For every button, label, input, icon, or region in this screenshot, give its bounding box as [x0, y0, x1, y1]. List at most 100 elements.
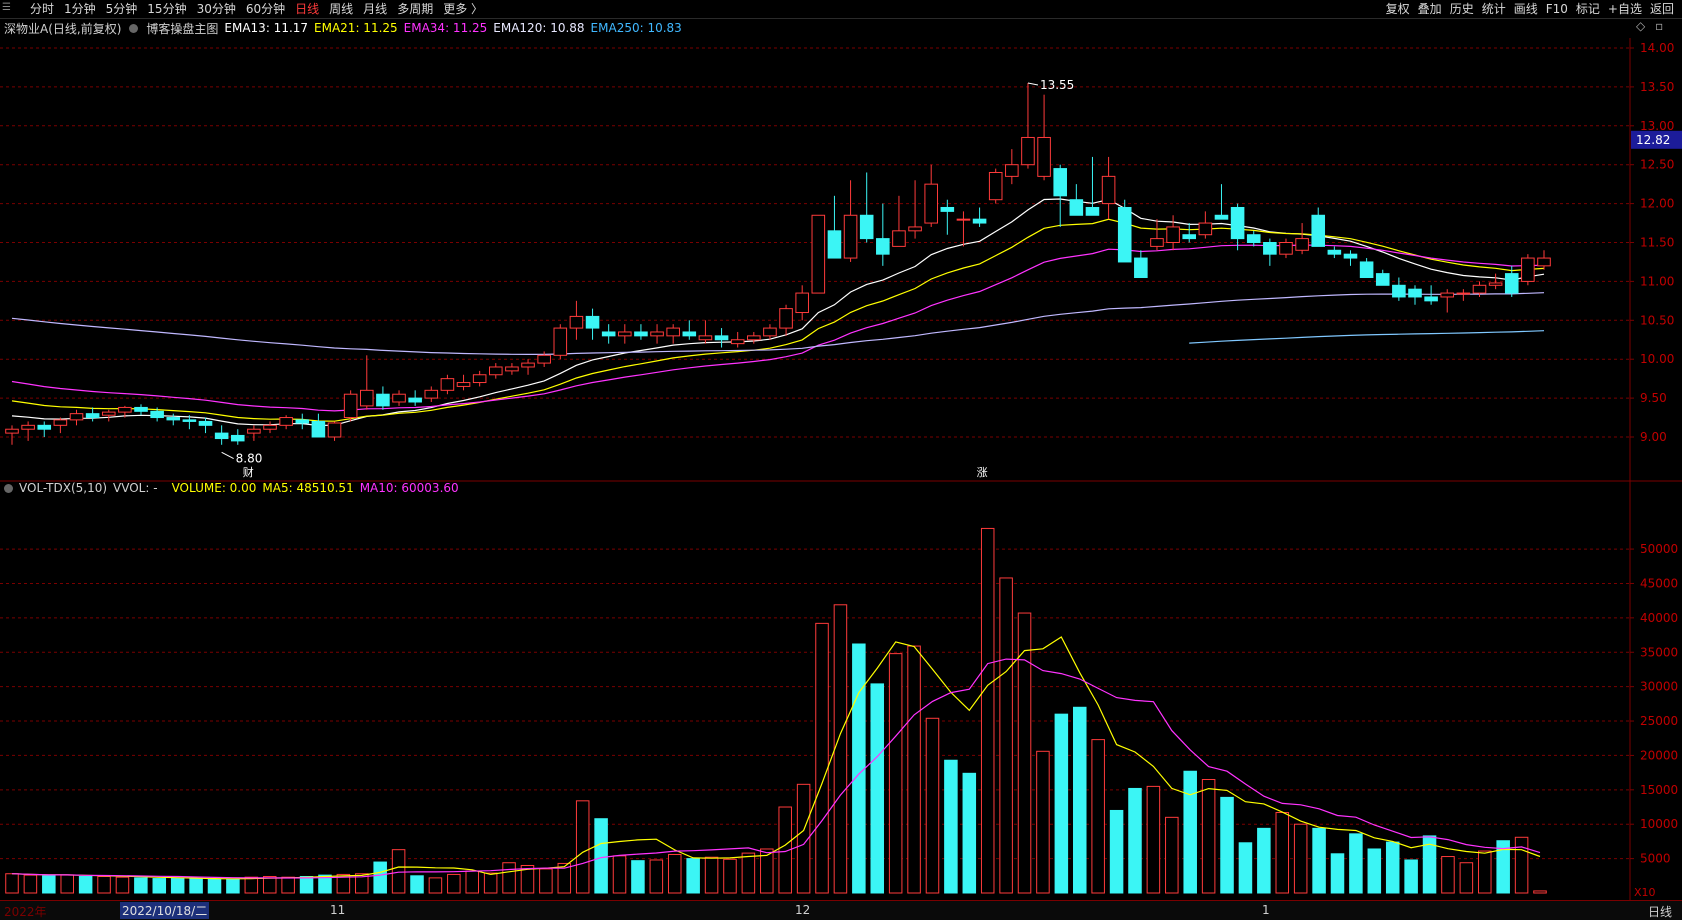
toolbar-button-4[interactable]: 画线 [1513, 2, 1538, 16]
candle-body [1150, 238, 1164, 247]
toolbar-button-3[interactable]: 统计 [1481, 2, 1506, 16]
period-label[interactable]: 日线 [1647, 905, 1672, 919]
candle-body [1246, 234, 1261, 244]
current-price-label: 12.82 [1636, 133, 1670, 147]
volume-bar [667, 853, 682, 894]
volume-bar [1514, 836, 1529, 894]
volume-bar [594, 818, 608, 894]
tab-3[interactable]: 15分钟 [147, 2, 187, 16]
volume-bar [1146, 785, 1161, 894]
financial-report-marker: 财 [243, 465, 254, 479]
tab-8[interactable]: 月线 [363, 2, 388, 16]
volume-bar [391, 849, 406, 894]
volume-bar [170, 878, 185, 894]
limit-up-marker: 涨 [977, 466, 988, 479]
tab-9[interactable]: 多周期 [397, 2, 434, 16]
candle-body [1537, 257, 1551, 267]
current-price-box [1631, 130, 1682, 149]
volume-bar [575, 800, 590, 894]
candle-body [1521, 257, 1535, 282]
candle-body [843, 214, 858, 259]
volume-bar [815, 622, 829, 894]
volume-bar [502, 862, 516, 894]
toolbar-button-7[interactable]: +自选 [1607, 2, 1642, 16]
candle-body [37, 424, 52, 430]
toolbar-button-5[interactable]: F10 [1545, 2, 1568, 16]
volume-bar [1478, 850, 1492, 894]
candle-body [311, 420, 326, 438]
volume-indicator-toggle-icon[interactable] [4, 483, 13, 493]
indicator-name[interactable]: 博客操盘主图 [146, 21, 219, 36]
candle-body [1005, 164, 1019, 177]
toolbar-button-1[interactable]: 叠加 [1417, 2, 1442, 16]
volume-tick-label: 50000 [1640, 542, 1678, 556]
volume-bar [1109, 809, 1124, 894]
toolbar-button-2[interactable]: 历史 [1449, 2, 1474, 16]
candle-body [908, 226, 922, 232]
volume-bar [1275, 812, 1290, 894]
candle-body [1182, 234, 1197, 240]
price-tick-label: 11.50 [1640, 236, 1674, 250]
volume-bar [1220, 796, 1234, 894]
volume-ma-lines [11, 636, 1541, 880]
volume-bar [373, 861, 387, 894]
ema-line-34 [11, 244, 1545, 412]
volume-bar [870, 683, 885, 894]
candle-body [472, 374, 487, 384]
candle-body [327, 422, 342, 438]
tab-1[interactable]: 1分钟 [64, 2, 96, 16]
high-price-label: 13.55 [1040, 78, 1074, 92]
volume-bar [925, 717, 940, 894]
candle-body [408, 397, 422, 403]
tab-2[interactable]: 5分钟 [105, 2, 138, 16]
tab-6[interactable]: 日线 [295, 2, 320, 16]
candle-body [569, 315, 584, 329]
selected-date[interactable]: 2022/10/18/二 [120, 902, 210, 919]
candle-body [247, 428, 261, 434]
candle-body [1134, 257, 1148, 279]
candle-body [1263, 242, 1277, 255]
candle-body [1037, 136, 1051, 177]
tab-4[interactable]: 30分钟 [196, 2, 236, 16]
candle-body [1472, 284, 1487, 294]
candle-body [940, 206, 955, 212]
tab-10[interactable]: 更多 〉 [443, 2, 484, 16]
diamond-icon[interactable]: ◇ [1636, 19, 1646, 33]
vvol-value: VVOL: - [113, 481, 158, 495]
indicator-toggle-icon[interactable] [129, 23, 139, 33]
volume-bar [336, 873, 351, 894]
app-menu-icon[interactable]: ☰ [2, 2, 11, 13]
volume-bar [281, 876, 295, 894]
volume-bar [760, 848, 774, 894]
tab-5[interactable]: 60分钟 [245, 2, 286, 16]
volume-bar [612, 855, 627, 894]
candle-body [5, 428, 19, 434]
candle-body [924, 183, 938, 224]
kline-chart[interactable]: 14.00 13.50 13.00 12.50 12.00 11.50 11.00 10.50… [0, 38, 1682, 900]
candle-body [1279, 242, 1293, 255]
volume-bar [355, 873, 369, 894]
candle-body [85, 413, 100, 419]
volume-indicator-name[interactable]: VOL-TDX(5,10) [19, 481, 108, 495]
toolbar-button-8[interactable]: 返回 [1649, 2, 1674, 16]
volume-bar [796, 783, 811, 894]
tab-0[interactable]: 分时 [30, 2, 55, 16]
tab-7[interactable]: 周线 [329, 2, 354, 16]
candle-body [424, 389, 439, 399]
volume-bar [60, 874, 74, 894]
volume-bar [1054, 713, 1069, 894]
volume-bar [115, 876, 130, 894]
volume-bar [1533, 890, 1547, 894]
volume-bar [428, 877, 443, 894]
volume-bar [226, 878, 240, 894]
candle-body [666, 327, 680, 337]
volume-bar [152, 878, 167, 894]
candle-body [795, 292, 809, 314]
toolbar-button-6[interactable]: 标记 [1575, 2, 1600, 16]
toolbar-button-0[interactable]: 复权 [1385, 2, 1410, 16]
ema250-value: EMA250: 10.83 [590, 21, 682, 35]
window-icon[interactable]: ▫ [1655, 19, 1664, 33]
volume-bar [631, 860, 645, 894]
volume-bar [557, 862, 572, 894]
volume-bar [244, 876, 259, 894]
